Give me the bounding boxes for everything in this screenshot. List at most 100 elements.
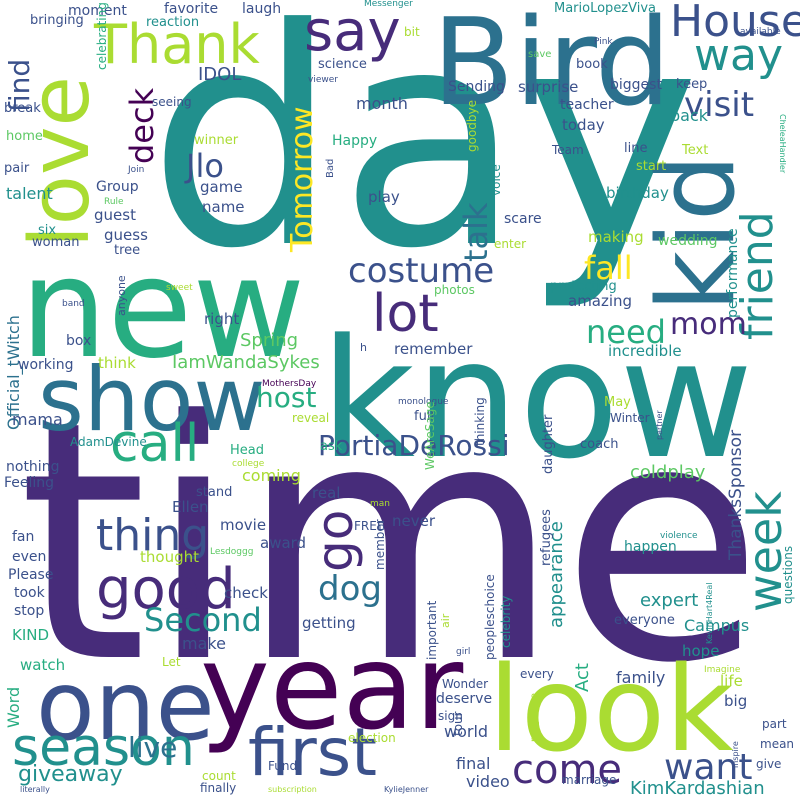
word: pair — [4, 161, 30, 176]
word: Please — [8, 567, 54, 583]
word: visit — [684, 85, 755, 125]
word: MothersDay — [262, 379, 317, 389]
word: Second — [144, 601, 262, 639]
word: world — [444, 722, 489, 741]
word: everyone — [614, 613, 675, 628]
word: PortiaDeRossi — [318, 429, 510, 462]
word: monologue — [398, 397, 449, 407]
word: Jlo — [186, 147, 224, 185]
word: AdamDevine — [70, 435, 147, 449]
word: day — [148, 0, 700, 314]
word: giveaway — [18, 762, 123, 787]
word: new — [20, 228, 306, 389]
word: today — [562, 116, 605, 134]
word: peopleschoice — [483, 574, 497, 660]
word: Campus — [684, 616, 750, 635]
word: May — [604, 395, 631, 410]
word: family — [616, 668, 666, 687]
word: daughter — [541, 414, 556, 474]
word: violence — [660, 531, 698, 541]
word: full — [414, 409, 435, 424]
word: go — [306, 509, 364, 572]
word: House — [670, 0, 800, 47]
word: IamWandaSykes — [172, 352, 320, 373]
word: mama — [12, 410, 63, 429]
word: biggest — [610, 77, 662, 93]
word: celebrating — [95, 2, 109, 70]
word: break — [4, 101, 41, 116]
word: host — [256, 381, 317, 414]
word: expert — [640, 590, 699, 611]
word: FREE — [354, 519, 385, 533]
word: name — [202, 198, 245, 216]
word: Happy — [332, 133, 378, 149]
word: watch — [20, 656, 66, 674]
word: nothing — [6, 459, 60, 475]
word: KimKardashian — [630, 778, 765, 799]
word: amazing — [568, 292, 633, 310]
word: Fund — [268, 759, 298, 773]
word: girl — [456, 647, 471, 657]
word: talk — [457, 202, 495, 262]
word: available — [740, 27, 781, 37]
word: college — [232, 459, 265, 469]
word: need — [586, 313, 666, 351]
word: Spring — [240, 330, 299, 351]
word: stand — [196, 485, 233, 500]
word: Head — [230, 443, 264, 458]
word: every — [520, 667, 554, 681]
word: CheleaHandler — [778, 114, 787, 174]
word: birthday — [606, 184, 669, 202]
word: mom — [670, 307, 747, 342]
word: Lesdoggg — [210, 547, 254, 557]
word: final — [456, 754, 491, 773]
word: back — [670, 106, 709, 125]
word: call — [110, 414, 200, 474]
word: finally — [200, 781, 237, 795]
word: teacher — [560, 97, 614, 113]
word: favorite — [164, 1, 219, 17]
word: inspire — [731, 741, 740, 768]
word: check — [224, 584, 268, 602]
word: sign — [438, 709, 463, 723]
word: viewer — [308, 75, 338, 85]
word: man — [370, 499, 390, 509]
word: keep — [676, 77, 708, 92]
word: Join — [128, 165, 145, 175]
word: month — [356, 94, 408, 113]
word: sweet — [166, 283, 193, 293]
word: deserve — [436, 691, 493, 707]
word: remember — [394, 340, 473, 358]
word: Ellen — [172, 498, 209, 516]
word: give — [756, 757, 782, 771]
word: costume — [348, 251, 495, 291]
word: award — [260, 534, 307, 552]
word: important — [425, 600, 439, 660]
word: Rule — [104, 197, 124, 207]
word: real — [312, 484, 341, 502]
word: celebrity — [499, 595, 513, 648]
word: refugees — [539, 509, 554, 566]
word: way — [694, 30, 783, 81]
word: goodbye — [465, 99, 479, 152]
word: coldplay — [630, 462, 706, 483]
word: election — [348, 731, 396, 745]
word: getting — [302, 614, 356, 632]
word: member — [373, 519, 387, 570]
word: voice — [489, 164, 503, 196]
word: thought — [140, 548, 199, 566]
word: band — [62, 299, 85, 309]
word: air — [439, 613, 452, 628]
word: say — [304, 0, 401, 64]
word: live — [128, 731, 178, 764]
word: save — [528, 49, 552, 60]
word: took — [14, 585, 45, 601]
word: part — [762, 717, 787, 731]
word: time — [18, 351, 764, 735]
word: Team — [552, 143, 584, 157]
word: right — [204, 310, 240, 328]
word: dog — [318, 569, 382, 609]
word: coming — [242, 466, 301, 485]
word: come — [512, 747, 623, 793]
